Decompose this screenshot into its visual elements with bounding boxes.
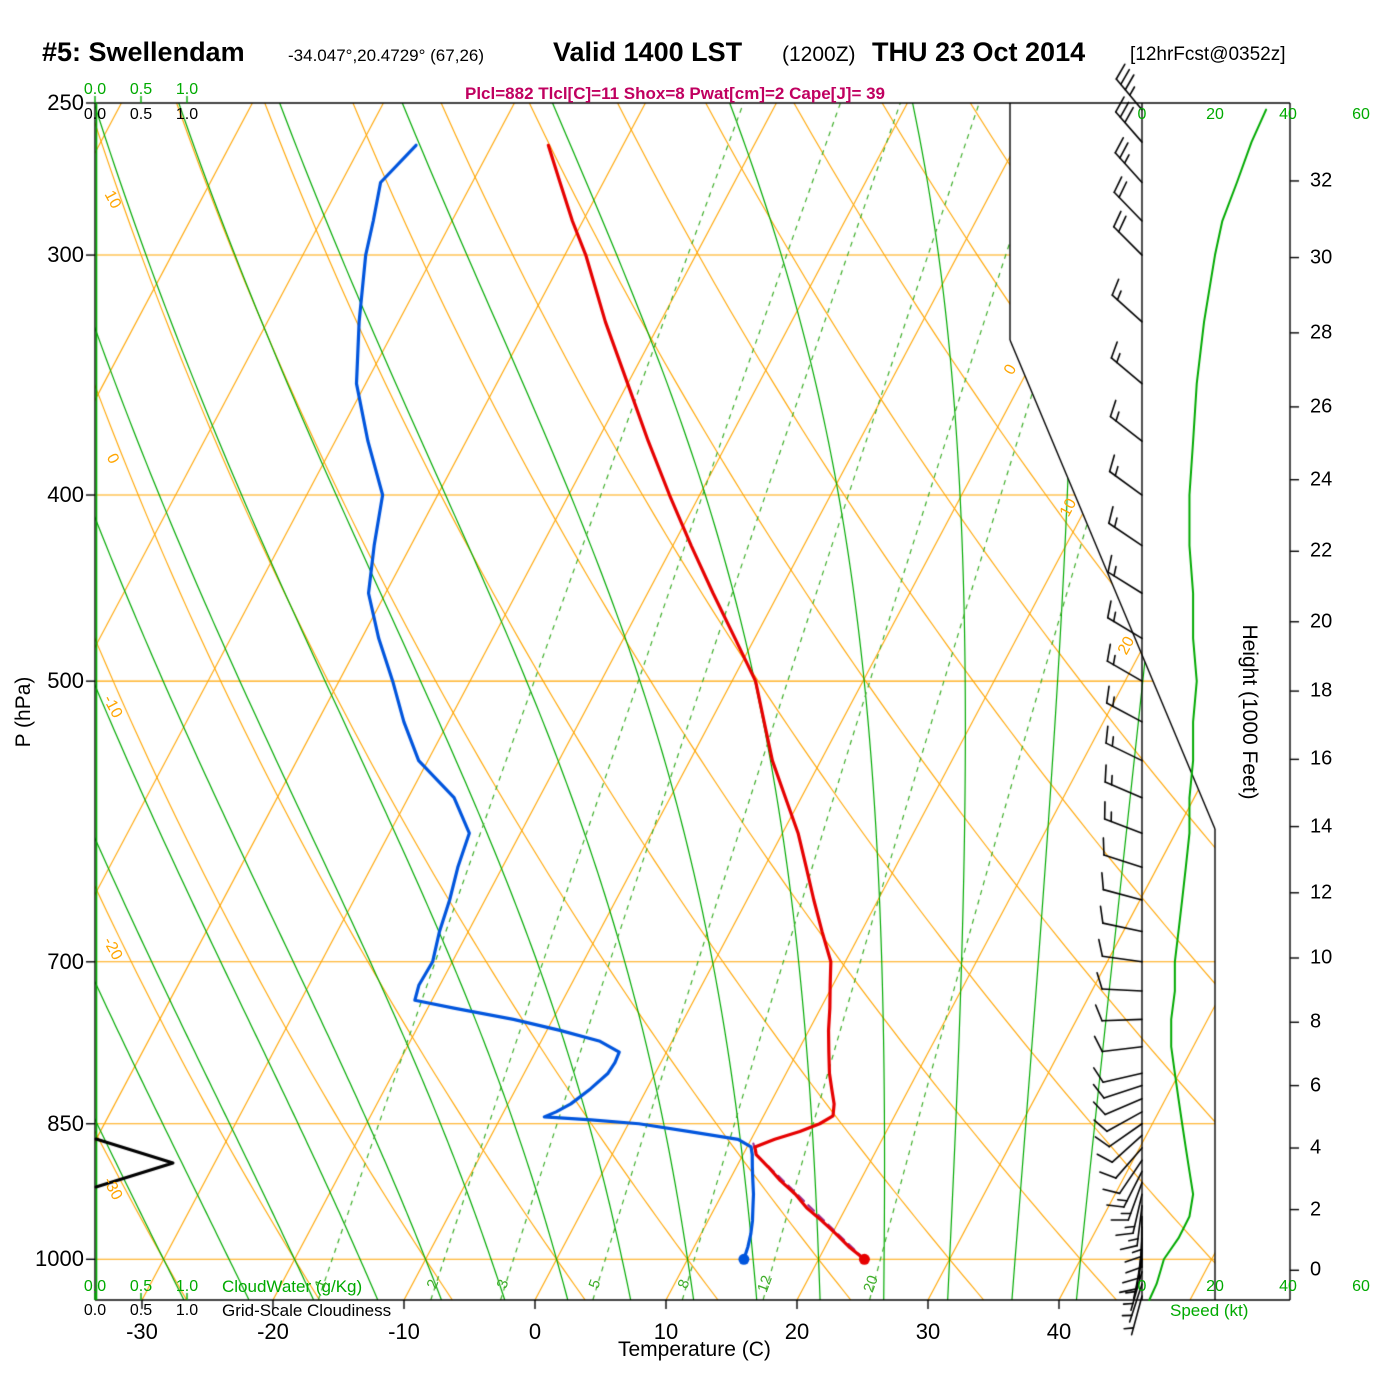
pressure-tick-label: 1000 <box>35 1246 84 1272</box>
temperature-axis-title: Temperature (C) <box>618 1338 771 1361</box>
speed-scale-tick: 0 <box>1137 106 1147 123</box>
speed-scale-tick: 60 <box>1352 1278 1370 1295</box>
speed-scale-tick: 40 <box>1279 1278 1297 1295</box>
height-tick-label: 28 <box>1310 321 1333 344</box>
speed-scale-tick: 20 <box>1206 1278 1224 1295</box>
parcel-parameters: Plcl=882 Tlcl[C]=11 Shox=8 Pwat[cm]=2 Ca… <box>465 84 886 103</box>
height-tick-label: 12 <box>1310 881 1333 904</box>
pressure-tick-label: 700 <box>47 948 84 974</box>
forecast-tag: [12hrFcst@0352z] <box>1130 44 1286 65</box>
cloudwater-scale-tick: 0.5 <box>129 1278 153 1295</box>
temperature-tick-label: 40 <box>1046 1319 1072 1344</box>
cloudiness-legend: Grid-Scale Cloudiness <box>222 1301 392 1320</box>
cloudwater-scale-tick: 0.0 <box>83 81 107 98</box>
height-tick-label: 14 <box>1310 815 1333 838</box>
cloudiness-scale-tick: 0.5 <box>129 1302 153 1319</box>
pressure-tick-label: 850 <box>47 1110 84 1136</box>
station-coords: -34.047°,20.4729° (67,26) <box>288 46 485 65</box>
height-tick-label: 30 <box>1310 246 1333 269</box>
speed-legend: Speed (kt) <box>1170 1301 1249 1320</box>
height-tick-label: 4 <box>1310 1136 1322 1159</box>
height-tick-label: 8 <box>1310 1010 1322 1033</box>
cloudwater-legend: CloudWater (g/Kg) <box>222 1277 363 1296</box>
speed-scale-tick: 0 <box>1137 1278 1147 1295</box>
speed-scale-tick: 40 <box>1279 106 1297 123</box>
height-axis-title: Height (1000 Feet) <box>1238 624 1261 800</box>
height-tick-label: 22 <box>1310 539 1333 562</box>
temperature-tick-label: -10 <box>388 1319 420 1344</box>
height-tick-label: 10 <box>1310 946 1333 969</box>
height-tick-label: 20 <box>1310 610 1333 633</box>
station-title: #5: Swellendam <box>42 37 245 67</box>
speed-scale-tick: 60 <box>1352 106 1370 123</box>
cloudiness-scale-tick: 1.0 <box>175 106 199 123</box>
temperature-tick-label: -20 <box>257 1319 289 1344</box>
height-tick-label: 0 <box>1310 1258 1322 1281</box>
cloudiness-scale-tick: 0.0 <box>83 1302 107 1319</box>
pressure-tick-label: 500 <box>47 668 84 694</box>
temperature-tick-label: -30 <box>126 1319 158 1344</box>
valid-date: THU 23 Oct 2014 <box>872 37 1086 67</box>
cloudwater-scale-tick: 1.0 <box>175 81 199 98</box>
cloudiness-scale-tick: 0.0 <box>83 106 107 123</box>
height-tick-label: 32 <box>1310 169 1333 192</box>
height-tick-label: 6 <box>1310 1074 1322 1097</box>
pressure-tick-label: 400 <box>47 482 84 508</box>
pressure-tick-label: 250 <box>47 90 84 115</box>
temperature-tick-label: 30 <box>915 1319 941 1344</box>
height-tick-label: 26 <box>1310 395 1333 418</box>
height-tick-label: 18 <box>1310 679 1333 702</box>
speed-scale-tick: 20 <box>1206 106 1224 123</box>
temperature-tick-label: 10 <box>653 1319 679 1344</box>
cloudwater-scale-tick: 0.0 <box>83 1278 107 1295</box>
height-tick-label: 16 <box>1310 747 1333 770</box>
pressure-tick-label: 300 <box>47 242 84 268</box>
cloudiness-scale-tick: 0.5 <box>129 106 153 123</box>
valid-zulu: (1200Z) <box>782 43 856 66</box>
temperature-tick-label: 20 <box>784 1319 810 1344</box>
height-tick-label: 2 <box>1310 1198 1322 1221</box>
temperature-tick-label: 0 <box>528 1319 542 1344</box>
height-tick-label: 24 <box>1310 468 1333 491</box>
cloudwater-scale-tick: 0.5 <box>129 81 153 98</box>
cloudiness-scale-tick: 1.0 <box>175 1302 199 1319</box>
valid-time: Valid 1400 LST <box>553 37 743 67</box>
pressure-axis-title: P (hPa) <box>12 676 35 748</box>
cloudwater-scale-tick: 1.0 <box>175 1278 199 1295</box>
